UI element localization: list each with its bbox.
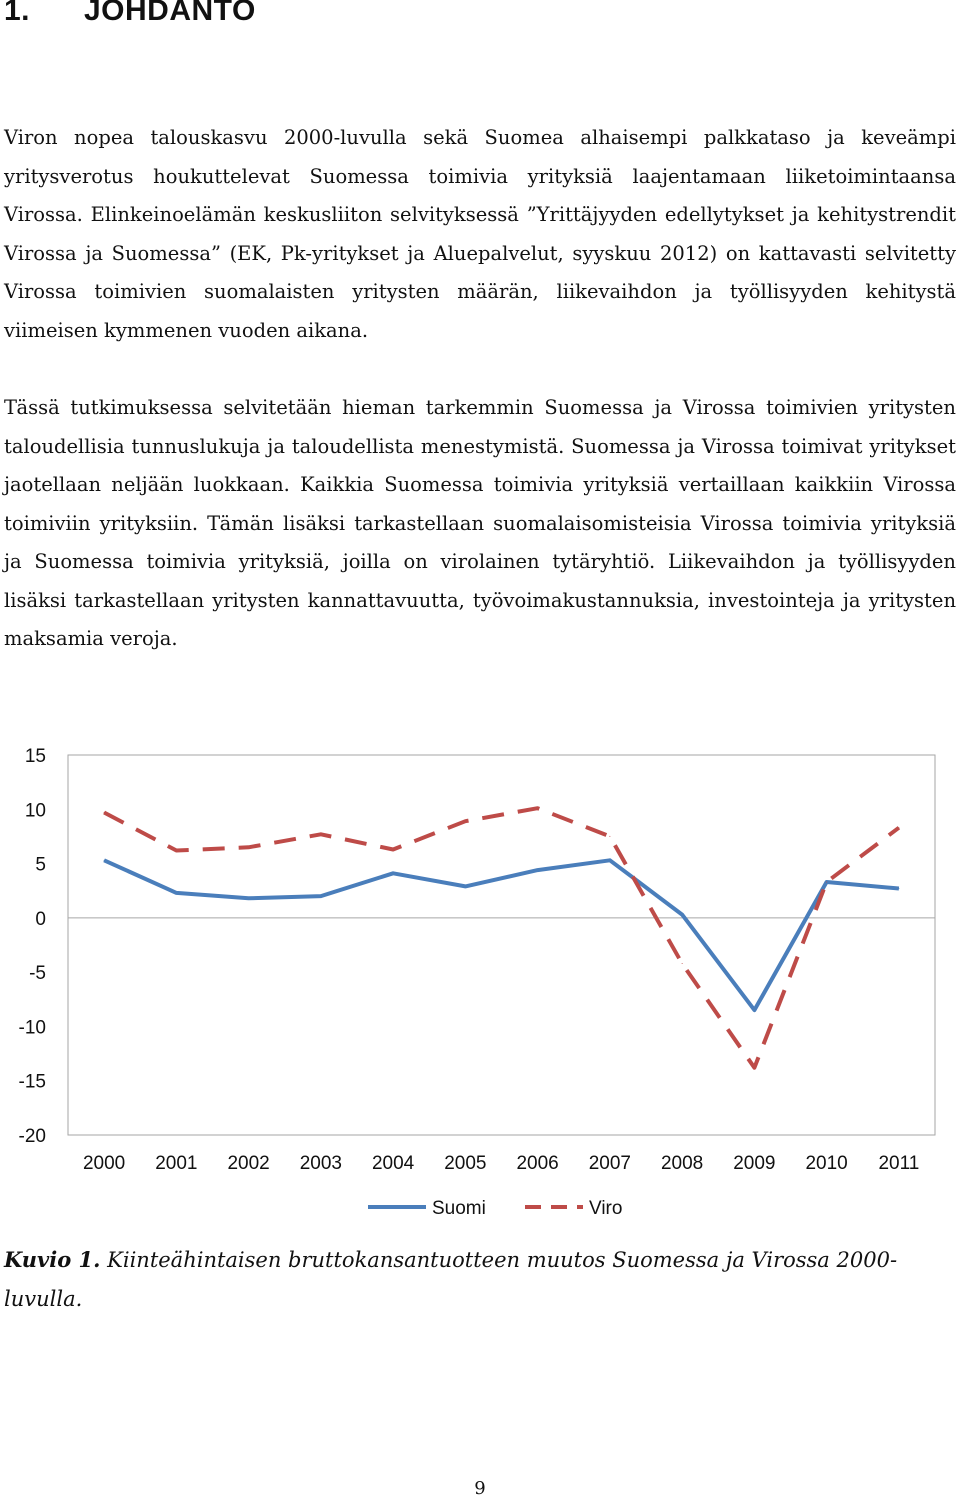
data-point-viro bbox=[898, 827, 900, 829]
figure-caption: Kuvio 1. Kiinteähintaisen bruttokansantu… bbox=[4, 1240, 960, 1319]
data-point-viro bbox=[320, 833, 322, 835]
x-tick-label: 2001 bbox=[155, 1153, 197, 1174]
data-point-viro bbox=[103, 812, 105, 814]
x-tick-label: 2006 bbox=[516, 1153, 558, 1174]
series-line-suomi bbox=[103, 858, 900, 1013]
x-tick-label: 2004 bbox=[372, 1153, 415, 1174]
series-line-viro bbox=[103, 806, 901, 1070]
x-tick-label: 2010 bbox=[805, 1153, 847, 1174]
caption-text: Kiinteähintaisen bruttokansantuotteen mu… bbox=[4, 1248, 898, 1311]
data-point-suomi bbox=[392, 872, 394, 874]
y-tick-label: 15 bbox=[25, 746, 46, 767]
data-point-viro bbox=[175, 850, 177, 852]
paragraph-study: Tässä tutkimuksessa selvitetään hieman t… bbox=[4, 396, 956, 650]
y-tick-label: -15 bbox=[19, 1072, 46, 1093]
data-point-suomi bbox=[609, 859, 611, 861]
data-point-suomi bbox=[248, 897, 250, 899]
legend-label-viro: Viro bbox=[589, 1198, 622, 1219]
data-point-viro bbox=[753, 1067, 755, 1069]
gdp-line-chart: 15 10 5 0 -5 -10 -15 -20 2000 2001 2002 2003 2004 20… bbox=[19, 746, 936, 1219]
section-number: 1. bbox=[4, 0, 31, 27]
y-tick-label: 10 bbox=[25, 800, 46, 821]
x-tick-label: 2008 bbox=[661, 1153, 703, 1174]
data-point-viro bbox=[464, 820, 466, 822]
x-tick-label: 2003 bbox=[300, 1153, 342, 1174]
data-point-viro bbox=[248, 846, 250, 848]
data-point-suomi bbox=[681, 914, 683, 916]
x-tick-label: 2007 bbox=[589, 1153, 631, 1174]
data-point-suomi bbox=[464, 885, 466, 887]
section-title: JOHDANTO bbox=[84, 0, 256, 27]
data-point-suomi bbox=[175, 892, 177, 894]
x-tick-label: 2002 bbox=[227, 1153, 269, 1174]
x-tick-label: 2005 bbox=[444, 1153, 486, 1174]
x-tick-label: 2009 bbox=[733, 1153, 775, 1174]
data-point-viro bbox=[537, 807, 539, 809]
data-point-suomi bbox=[103, 859, 105, 861]
x-tick-label: 2011 bbox=[878, 1153, 919, 1174]
paragraph-intro: Viron nopea talouskasvu 2000-luvulla sek… bbox=[4, 126, 956, 342]
legend-label-suomi: Suomi bbox=[432, 1198, 486, 1219]
data-point-viro bbox=[609, 835, 611, 837]
y-tick-label: -20 bbox=[19, 1126, 46, 1147]
data-point-viro bbox=[681, 962, 683, 964]
x-tick-label: 2000 bbox=[83, 1153, 125, 1174]
y-tick-label: 0 bbox=[35, 909, 46, 930]
page-number: 9 bbox=[474, 1478, 486, 1499]
data-point-suomi bbox=[537, 869, 539, 871]
plot-area-border bbox=[67, 754, 936, 1136]
data-point-suomi bbox=[320, 895, 322, 897]
caption-label: Kuvio 1. bbox=[4, 1247, 101, 1272]
data-point-suomi bbox=[753, 1009, 755, 1011]
data-point-viro bbox=[826, 881, 828, 883]
y-tick-label: -5 bbox=[29, 963, 46, 984]
data-point-viro bbox=[392, 848, 394, 850]
data-point-suomi bbox=[898, 888, 900, 890]
y-tick-label: -10 bbox=[19, 1017, 46, 1038]
section-heading: 1. JOHDANTO bbox=[4, 0, 256, 28]
y-tick-label: 5 bbox=[35, 855, 46, 876]
